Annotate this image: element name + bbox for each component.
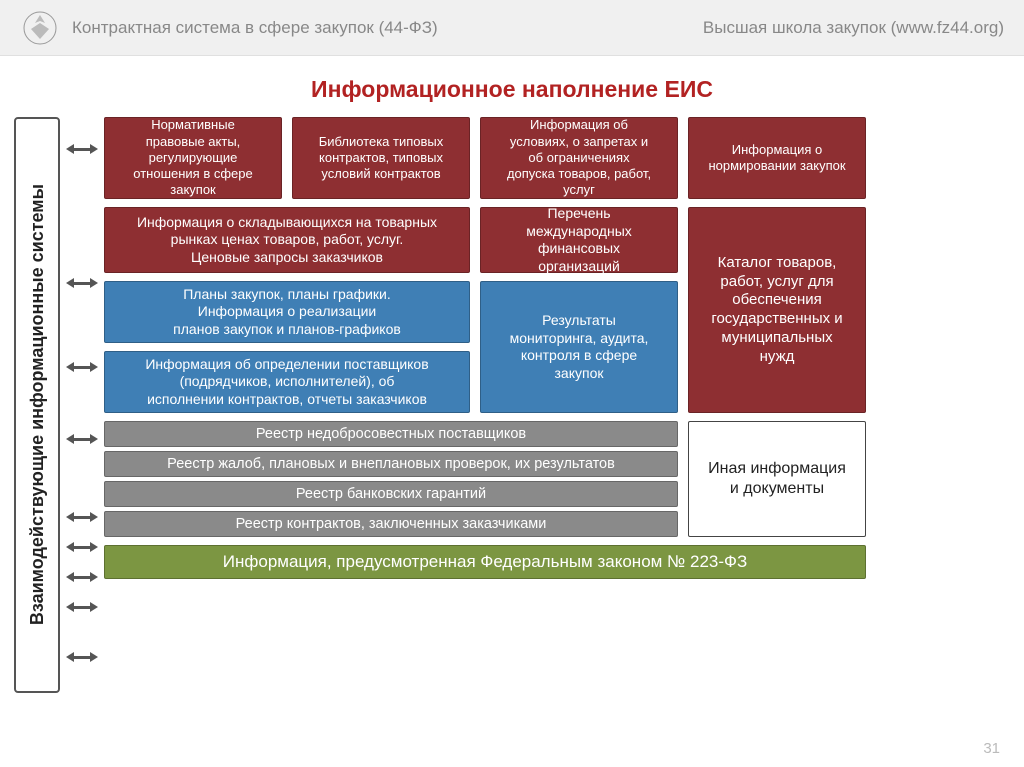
info-box: Информация о складывающихся на товарныхр… [104,207,470,273]
sidebar: Взаимодействующие информационные системы [14,117,60,693]
info-box: Информация онормировании закупок [688,117,866,199]
header-right-title: Высшая школа закупок (www.fz44.org) [703,18,1004,38]
info-box: Информация об определении поставщиков(по… [104,351,470,413]
page-number: 31 [983,740,1000,757]
sidebar-label: Взаимодействующие информационные системы [27,184,48,625]
info-box: Информация обусловиях, о запретах иоб ог… [480,117,678,199]
double-arrow-icon [66,651,98,663]
double-arrow-icon [66,143,98,155]
info-box: Иная информацияи документы [688,421,866,537]
emblem-icon [20,8,60,48]
info-box: Реестр недобросовестных поставщиков [104,421,678,447]
info-box: Реестр контрактов, заключенных заказчика… [104,511,678,537]
info-box: Информация, предусмотренная Федеральным … [104,545,866,579]
info-box: Переченьмеждународныхфинансовыхорганизац… [480,207,678,273]
arrows [66,117,98,693]
double-arrow-icon [66,511,98,523]
info-box: Планы закупок, планы графики.Информация … [104,281,470,343]
diagram-grid: Нормативныеправовые акты,регулирующиеотн… [104,117,1010,693]
header-left-title: Контрактная система в сфере закупок (44-… [72,18,438,38]
info-box: Результатымониторинга, аудита,контроля в… [480,281,678,413]
double-arrow-icon [66,361,98,373]
info-box: Библиотека типовыхконтрактов, типовыхусл… [292,117,470,199]
page-title: Информационное наполнение ЕИС [0,76,1024,103]
double-arrow-icon [66,571,98,583]
double-arrow-icon [66,601,98,613]
info-box: Нормативныеправовые акты,регулирующиеотн… [104,117,282,199]
info-box: Реестр банковских гарантий [104,481,678,507]
info-box: Реестр жалоб, плановых и внеплановых про… [104,451,678,477]
info-box: Каталог товаров,работ, услуг дляобеспече… [688,207,866,413]
double-arrow-icon [66,541,98,553]
double-arrow-icon [66,277,98,289]
header: Контрактная система в сфере закупок (44-… [0,0,1024,56]
double-arrow-icon [66,433,98,445]
